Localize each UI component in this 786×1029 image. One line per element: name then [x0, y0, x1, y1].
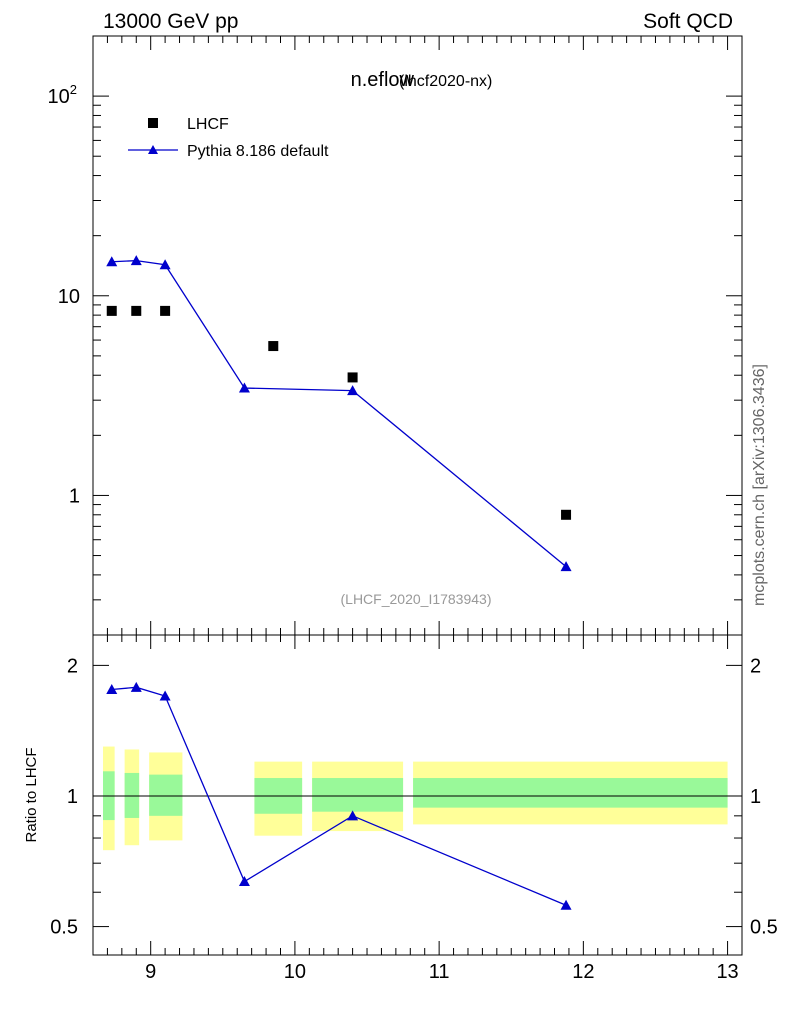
energy-label: 13000 GeV pp: [103, 10, 238, 33]
pythia-ratio-point: [130, 681, 142, 692]
category-label: Soft QCD: [643, 10, 733, 33]
ratio-panel: Ratio to LHCF: [23, 634, 743, 956]
x-tick-label: 12: [572, 961, 594, 983]
main-title: n.eflow: [351, 69, 415, 91]
pythia-ratio-point: [560, 899, 572, 910]
analysis-watermark: (LHCF_2020_I1783943): [341, 591, 492, 607]
lhcf-data-point: [160, 305, 171, 316]
ratio-y-tick-label-left: 1: [67, 786, 78, 808]
ratio-y-tick-label-right: 0.5: [750, 917, 778, 939]
pythia-data-point: [159, 259, 171, 270]
inner-uncertainty-band: [124, 772, 140, 818]
x-tick-label: 13: [716, 961, 738, 983]
lhcf-data-point: [131, 305, 142, 316]
main-y-tick-label: 1: [69, 485, 80, 507]
ratio-y-tick-label-left: 2: [67, 655, 78, 677]
main-data-layer: [106, 255, 572, 572]
ratio-y-tick-label-left: 0.5: [50, 917, 78, 939]
pythia-line: [111, 259, 567, 568]
lhcf-data-point: [106, 305, 117, 316]
pythia-data-point: [560, 561, 572, 572]
pythia-data-point: [130, 255, 142, 266]
main-y-tick-label: 10: [58, 286, 80, 308]
legend: LHCF Pythia 8.186 default: [128, 116, 329, 160]
ratio-data-layer: [93, 681, 742, 910]
ratio-frame: [92, 634, 743, 956]
lhcf-data-point: [347, 372, 358, 383]
pythia-ratio-point: [238, 876, 250, 887]
inner-uncertainty-band: [413, 778, 728, 808]
x-tick-label: 10: [284, 961, 306, 983]
legend-marker-pythia: [148, 145, 158, 154]
uncertainty-bands: [103, 746, 728, 851]
lhcf-data-point: [561, 509, 572, 520]
pythia-ratio-point: [159, 690, 171, 701]
side-source-label: mcplots.cern.ch [arXiv:1306.3436]: [751, 364, 768, 606]
lhcf-data-point: [268, 341, 279, 352]
pythia-data-point: [347, 385, 359, 396]
x-tick-label: 11: [429, 961, 450, 983]
ratio-y-label: Ratio to LHCF: [23, 747, 40, 842]
legend-label-lhcf: LHCF: [187, 116, 229, 133]
legend-label-pythia: Pythia 8.186 default: [187, 143, 329, 160]
ratio-y-tick-label-right: 2: [750, 655, 761, 677]
pythia-ratio-line: [111, 686, 567, 906]
ratio-y-tick-label-right: 1: [750, 786, 761, 808]
pythia-data-point: [106, 256, 118, 267]
inner-uncertainty-band: [149, 774, 183, 816]
ratio-axis-ticks: [92, 635, 742, 955]
main-axis-ticks: [92, 35, 742, 636]
inner-uncertainty-band: [312, 778, 404, 812]
pythia-ratio-point: [347, 810, 359, 821]
main-y-tick-label: 102: [48, 82, 77, 108]
main-subtitle: (lhcf2020-nx): [399, 73, 492, 90]
pythia-data-point: [238, 382, 250, 393]
pythia-ratio-point: [106, 683, 118, 694]
main-panel: n.eflow (lhcf2020-nx) (LHCF_2020_I178394…: [92, 35, 743, 636]
legend-marker-lhcf: [148, 118, 158, 128]
x-tick-label: 9: [145, 961, 156, 983]
